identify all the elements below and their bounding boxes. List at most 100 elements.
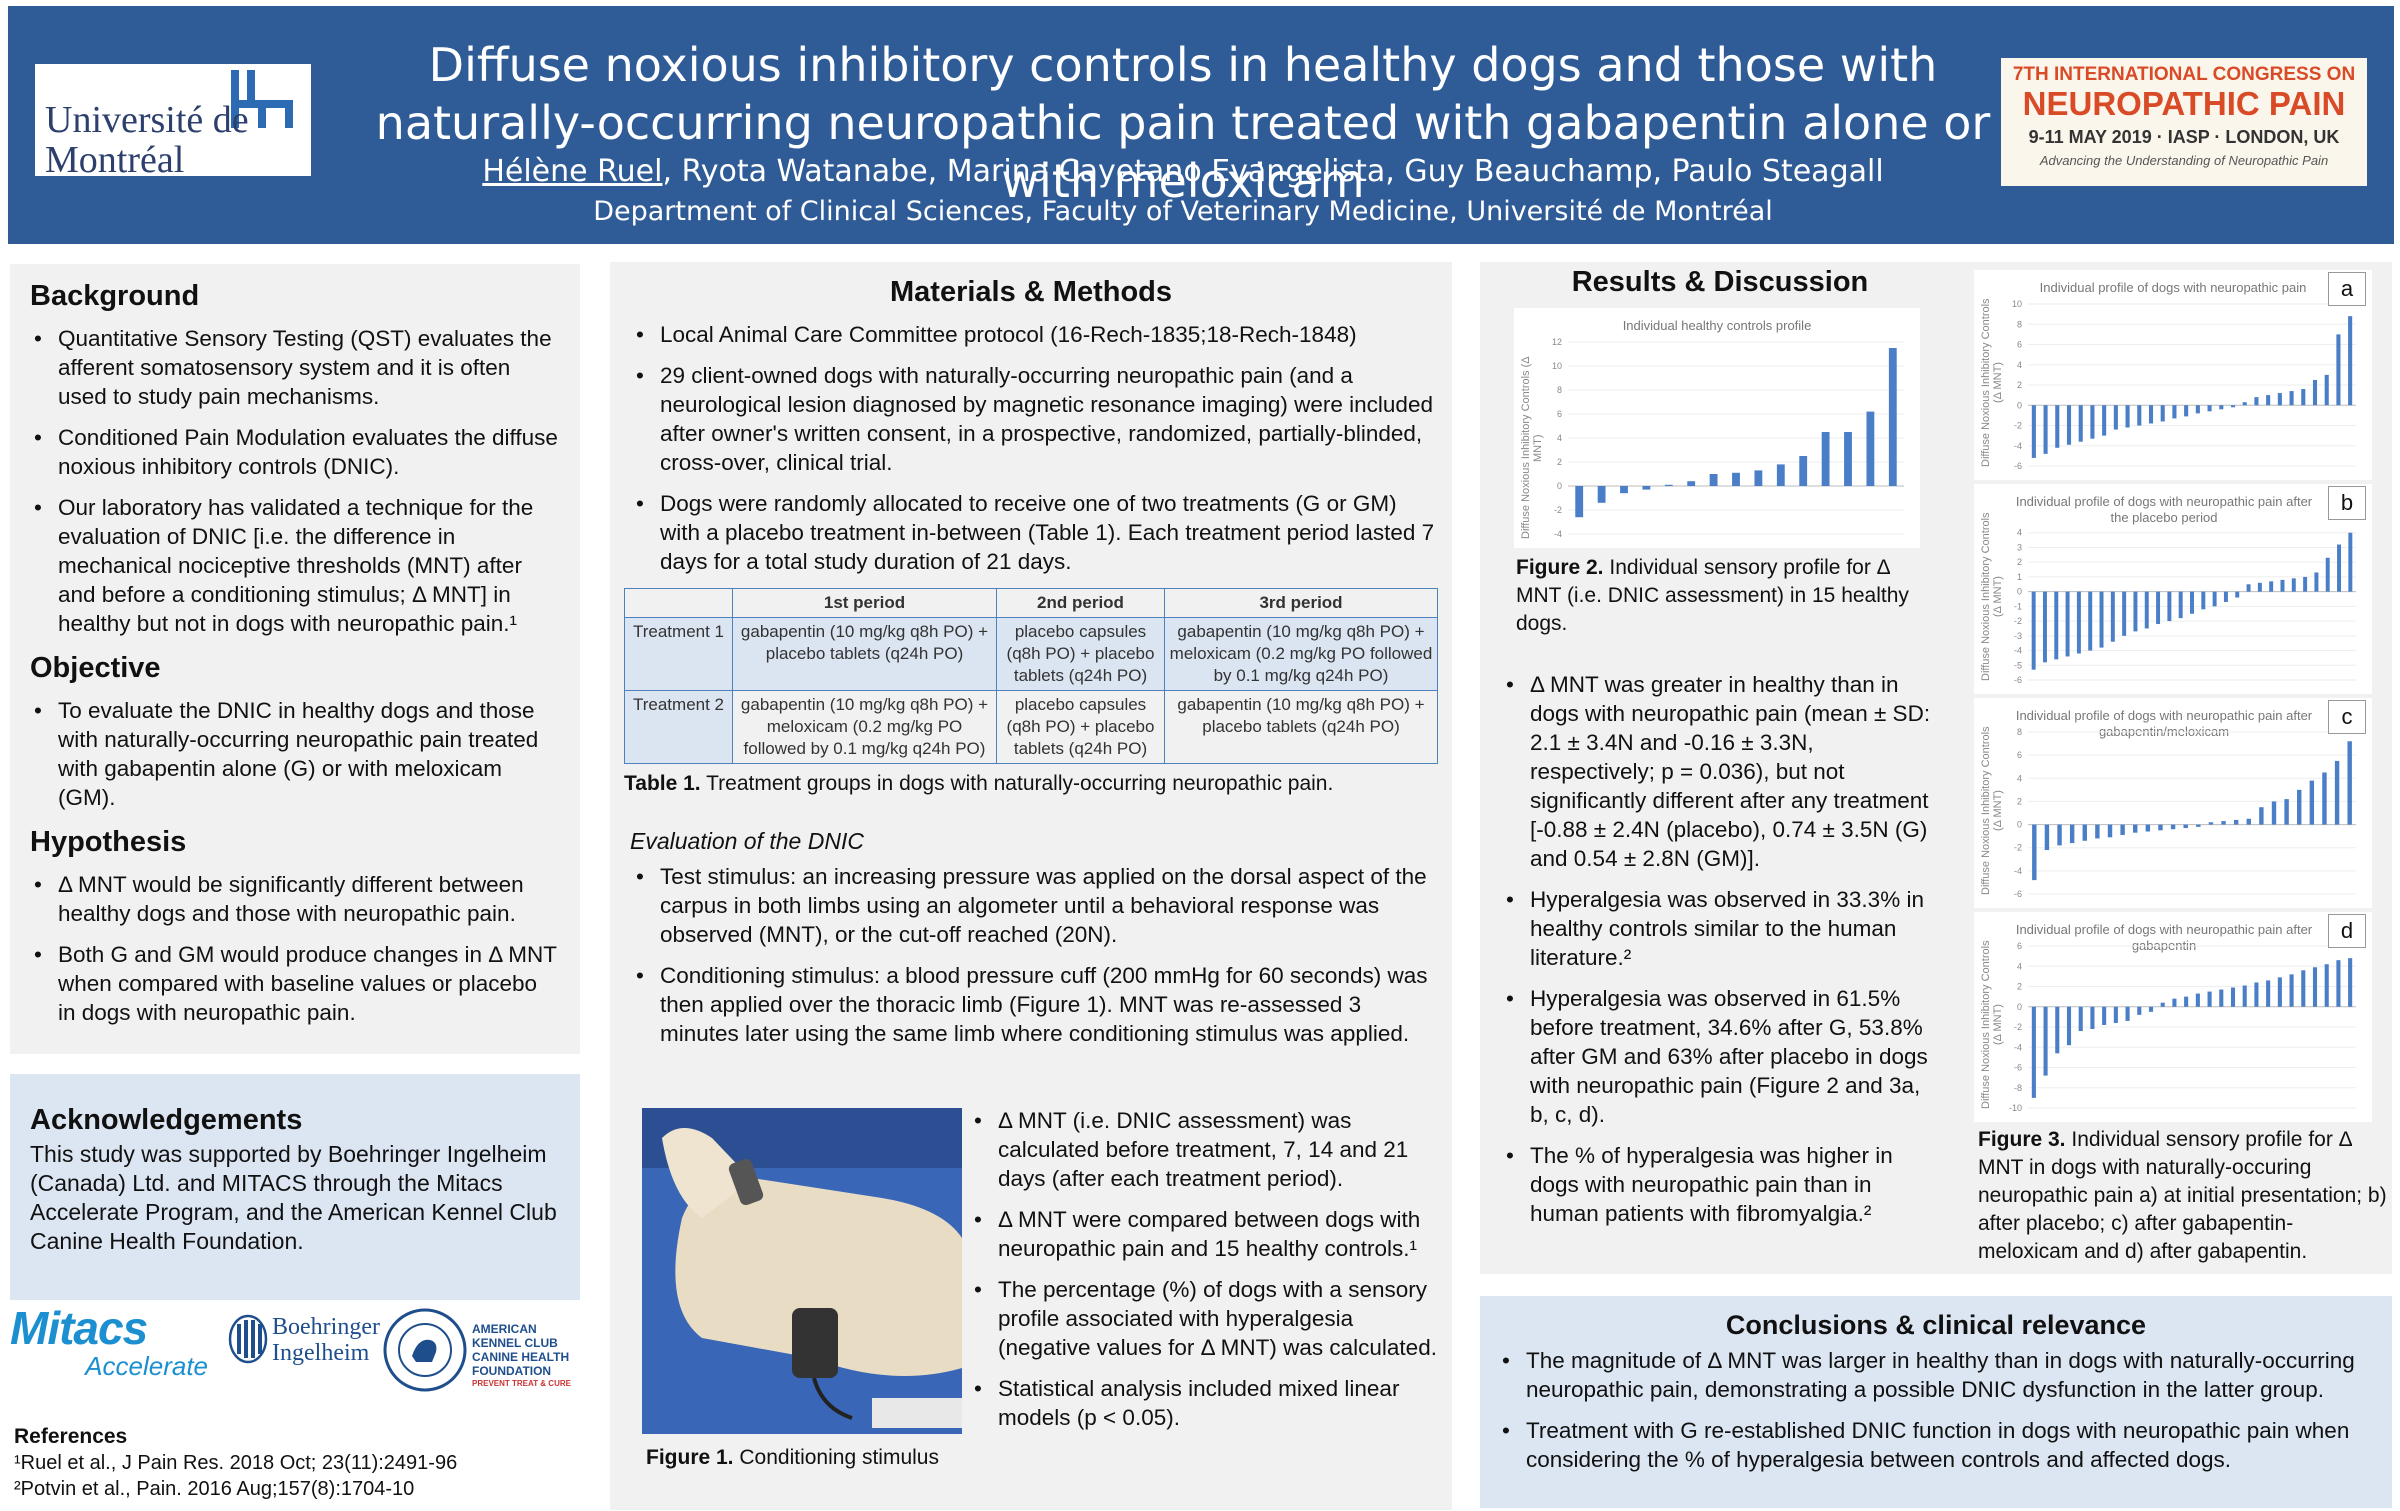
bar xyxy=(2170,824,2176,830)
bar xyxy=(1732,472,1740,486)
list-item: 29 client-owned dogs with naturally-occu… xyxy=(632,361,1438,477)
bar xyxy=(2348,532,2353,592)
table-cell: gabapentin (10 mg/kg q8h PO) + placebo t… xyxy=(732,617,997,691)
bar xyxy=(2254,397,2259,406)
table-caption-text: Treatment groups in dogs with naturally-… xyxy=(700,772,1334,795)
bar xyxy=(2148,405,2154,424)
bar xyxy=(2172,998,2177,1007)
y-tick-label: 6 xyxy=(1557,409,1562,419)
y-tick-label: -6 xyxy=(2014,461,2022,471)
bar xyxy=(2348,316,2353,406)
y-tick-label: -3 xyxy=(2014,631,2022,641)
y-tick-label: 8 xyxy=(2017,319,2022,329)
bar xyxy=(2055,1006,2060,1054)
list-item: The percentage (%) of dogs with a sensor… xyxy=(970,1275,1444,1362)
congress-line2: NEUROPATHIC PAIN xyxy=(2022,85,2346,122)
y-tick-label: 2 xyxy=(2017,557,2022,567)
y-tick-label: -8 xyxy=(2014,1083,2022,1093)
sponsor-logos: Mitacs Accelerate Boehringer Ingelheim A… xyxy=(10,1300,580,1408)
bar xyxy=(2099,591,2104,648)
bar xyxy=(2055,405,2060,448)
y-tick-label: -2 xyxy=(2014,843,2022,853)
table-header-cell: 1st period xyxy=(732,588,997,618)
bar xyxy=(2289,974,2294,1007)
bar xyxy=(2219,405,2224,410)
congress-line4: Advancing the Understanding of Neuropath… xyxy=(2039,153,2329,168)
bar xyxy=(1687,481,1696,486)
y-tick-label: 3 xyxy=(2017,542,2022,552)
dog-with-cuff-image xyxy=(642,1108,962,1434)
chart-title: Individual profile of dogs with neuropat… xyxy=(2015,494,2313,525)
bar xyxy=(2233,819,2239,825)
bar xyxy=(1597,486,1606,503)
conclusions-heading: Conclusions & clinical relevance xyxy=(1725,1310,2147,1340)
background-heading: Background xyxy=(30,280,200,312)
list-item: Statistical analysis included mixed line… xyxy=(970,1374,1444,1432)
bar xyxy=(1821,432,1830,486)
background-panel: Background Quantitative Sensory Testing … xyxy=(10,264,580,1054)
bar xyxy=(2078,1006,2083,1032)
bar xyxy=(2065,591,2070,657)
bar xyxy=(2125,1006,2130,1021)
bar xyxy=(2291,578,2296,592)
methods-heading: Materials & Methods xyxy=(890,276,1172,308)
bar xyxy=(2102,405,2107,436)
list-item: Quantitative Sensory Testing (QST) evalu… xyxy=(30,324,560,411)
bar xyxy=(2066,405,2072,445)
figure1-label: Figure 1. xyxy=(646,1446,734,1469)
table-cell: gabapentin (10 mg/kg q8h PO) + placebo t… xyxy=(1164,690,1438,764)
y-tick-label: 2 xyxy=(2017,982,2022,992)
bar xyxy=(2082,824,2087,841)
bar xyxy=(1575,486,1584,518)
bar xyxy=(2195,993,2200,1007)
bar xyxy=(2160,1002,2165,1007)
y-tick-label: 2 xyxy=(2017,796,2022,806)
y-tick-label: 4 xyxy=(1557,433,1562,443)
list-item: Conditioned Pain Modulation evaluates th… xyxy=(30,423,560,481)
table-header-cell: 3rd period xyxy=(1164,588,1438,618)
bar xyxy=(2325,557,2330,592)
bar xyxy=(2324,374,2329,406)
y-tick-label: 2 xyxy=(2017,380,2022,390)
bar xyxy=(2043,405,2048,454)
bar xyxy=(2219,989,2224,1007)
bar xyxy=(1620,486,1628,494)
acknowledgements-heading: Acknowledgements xyxy=(30,1104,303,1136)
y-tick-label: 8 xyxy=(2017,727,2022,737)
table-cell: gabapentin (10 mg/kg q8h PO) + meloxicam… xyxy=(732,690,997,764)
references: References ¹Ruel et al., J Pain Res. 201… xyxy=(14,1424,574,1502)
table-row: Treatment 2 gabapentin (10 mg/kg q8h PO)… xyxy=(624,690,1438,764)
y-tick-label: 6 xyxy=(2017,941,2022,951)
bar xyxy=(2201,591,2206,610)
bar xyxy=(2107,824,2113,838)
table-cell: placebo capsules (q8h PO) + placebo tabl… xyxy=(996,617,1165,691)
boehringer-emblem-icon xyxy=(228,1314,268,1364)
bar xyxy=(2223,591,2228,602)
bar xyxy=(2184,996,2189,1007)
y-tick-label: 12 xyxy=(1552,337,1562,347)
list-item: Dogs were randomly allocated to receive … xyxy=(632,489,1438,576)
figure1-text: Conditioning stimulus xyxy=(733,1446,939,1469)
y-tick-label: 4 xyxy=(2017,360,2022,370)
list-item: Δ MNT would be significantly different b… xyxy=(30,870,560,928)
bar xyxy=(2137,1006,2142,1015)
background-list: Quantitative Sensory Testing (QST) evalu… xyxy=(30,324,560,638)
reference-item: ¹Ruel et al., J Pain Res. 2018 Oct; 23(1… xyxy=(14,1452,458,1474)
panel-label-a: a xyxy=(2328,272,2366,306)
bar xyxy=(2145,824,2151,832)
bar xyxy=(2095,824,2100,839)
chart-title: Individual healthy controls profile xyxy=(1622,318,1812,333)
bar xyxy=(2160,405,2165,422)
list-item: Hyperalgesia was observed in 33.3% in he… xyxy=(1502,885,1942,972)
bar xyxy=(2221,821,2226,825)
bar xyxy=(2347,741,2352,825)
akc-chf-tagline: PREVENT TREAT & CURE xyxy=(472,1379,571,1388)
conclusions-panel: Conclusions & clinical relevance The mag… xyxy=(1480,1296,2392,1508)
list-item: The % of hyperalgesia was higher in dogs… xyxy=(1502,1141,1942,1228)
list-item: To evaluate the DNIC in healthy dogs and… xyxy=(30,696,560,812)
bar xyxy=(2158,824,2163,831)
bar xyxy=(2057,824,2062,846)
bar xyxy=(2078,405,2083,442)
figure2-label: Figure 2. xyxy=(1516,556,1604,579)
bar xyxy=(2042,591,2047,663)
